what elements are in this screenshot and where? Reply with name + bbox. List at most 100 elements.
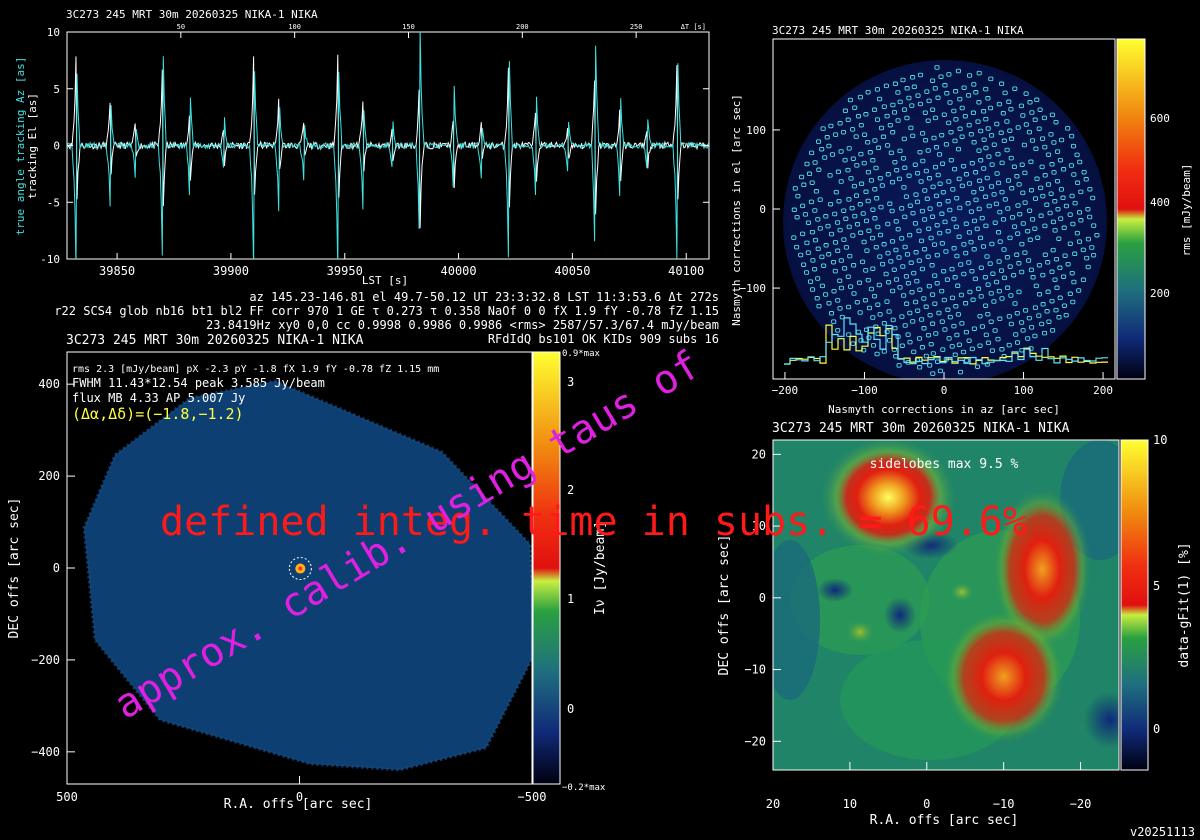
kid-marker (1050, 219, 1056, 225)
kid-marker (954, 332, 960, 338)
kid-marker (966, 338, 972, 343)
kid-marker (846, 332, 852, 337)
kid-marker (1025, 228, 1031, 234)
tracking-x-label: LST [s] (362, 274, 408, 287)
kid-marker (936, 310, 942, 316)
kid-marker (999, 81, 1005, 87)
kid-marker (869, 235, 876, 241)
kid-marker (1059, 137, 1065, 143)
kid-marker (926, 226, 932, 231)
kid-marker (939, 241, 945, 246)
kid-marker (1085, 264, 1091, 270)
kid-marker (1072, 251, 1078, 257)
kid-marker (908, 260, 914, 266)
kid-marker (868, 178, 874, 183)
kid-marker (979, 215, 985, 221)
kid-marker (921, 326, 927, 331)
kid-marker (930, 184, 936, 190)
kid-marker (966, 122, 972, 128)
kid-marker (1049, 298, 1055, 304)
kids-histogram-line (784, 317, 1108, 365)
tracking-traces (67, 32, 709, 259)
map-y-tick-label: −200 (31, 653, 60, 667)
kid-marker (1081, 169, 1087, 175)
kid-marker (903, 274, 909, 279)
kid-marker (1054, 285, 1060, 291)
kid-marker (992, 328, 998, 333)
tracking-y-tick-label: 10 (47, 26, 60, 39)
kid-marker (870, 158, 876, 163)
kid-marker (1029, 325, 1035, 330)
map-x-tick-label: 500 (56, 790, 78, 804)
kid-marker (999, 296, 1005, 301)
kid-marker (992, 220, 998, 225)
kid-marker (905, 332, 911, 337)
kid-marker (885, 172, 891, 177)
kid-marker (932, 115, 938, 121)
tracking-y-tick-label: -10 (40, 253, 60, 266)
kid-marker (900, 77, 906, 83)
kid-marker (920, 131, 926, 136)
kid-marker (897, 148, 903, 154)
kid-marker (989, 241, 995, 247)
map-info-3: flux MB 4.33 AP 5.007 Jy (72, 391, 245, 405)
kid-marker (1075, 180, 1081, 186)
kid-marker (795, 193, 801, 199)
kid-marker (1032, 226, 1038, 231)
kid-marker (1070, 221, 1076, 227)
kid-marker (839, 314, 845, 320)
map-cbar-tick-2: 2 (567, 483, 574, 497)
kid-marker (904, 301, 910, 307)
kid-marker (1018, 103, 1024, 109)
residual-x-tick-label: 0 (923, 797, 930, 811)
kid-marker (913, 192, 919, 197)
kid-marker (1039, 164, 1045, 170)
kid-marker (847, 97, 853, 103)
kid-marker (919, 208, 925, 214)
kid-marker (843, 245, 849, 250)
kid-marker (929, 263, 935, 268)
kid-marker (968, 132, 974, 137)
kid-marker (933, 331, 939, 336)
kid-marker (945, 198, 951, 204)
kids-header: 3C273 245 MRT 30m 20260325 NIKA-1 NIKA (772, 24, 1024, 37)
kid-marker (978, 128, 984, 134)
kids-x-tick-label: −200 (772, 384, 799, 397)
kid-marker (1009, 136, 1015, 142)
residual-x-tick-label: −20 (1070, 797, 1092, 811)
kid-marker (937, 368, 943, 374)
kid-marker (907, 339, 913, 345)
kid-marker (1070, 143, 1077, 149)
kid-marker (943, 249, 949, 254)
kid-marker (944, 91, 950, 96)
kid-marker (1052, 199, 1058, 204)
kid-marker (812, 237, 819, 243)
kid-marker (904, 86, 910, 91)
kid-marker (945, 307, 951, 313)
kid-marker (991, 192, 997, 197)
kid-marker (977, 235, 984, 241)
kid-marker (1069, 133, 1075, 139)
kid-marker (901, 185, 907, 190)
kid-marker (883, 271, 889, 277)
kid-marker (930, 78, 936, 83)
kid-marker (848, 176, 854, 181)
kid-marker (831, 288, 837, 294)
kid-marker (969, 161, 975, 166)
kid-marker (951, 323, 957, 329)
kid-marker (881, 104, 887, 109)
map-cbar-tick-1: 1 (567, 592, 574, 606)
kid-marker (937, 181, 943, 186)
kid-marker (863, 268, 869, 273)
residual-map (773, 440, 1119, 770)
kid-marker (1027, 237, 1033, 243)
tracking-x-tick-label: 39850 (99, 264, 135, 278)
kid-marker (877, 96, 883, 102)
kid-marker (809, 150, 815, 156)
kid-marker (962, 113, 968, 119)
kid-marker (854, 299, 860, 305)
kid-marker (957, 96, 963, 102)
kid-marker (1048, 191, 1054, 196)
kid-marker (1070, 299, 1076, 305)
kid-marker (921, 296, 927, 301)
